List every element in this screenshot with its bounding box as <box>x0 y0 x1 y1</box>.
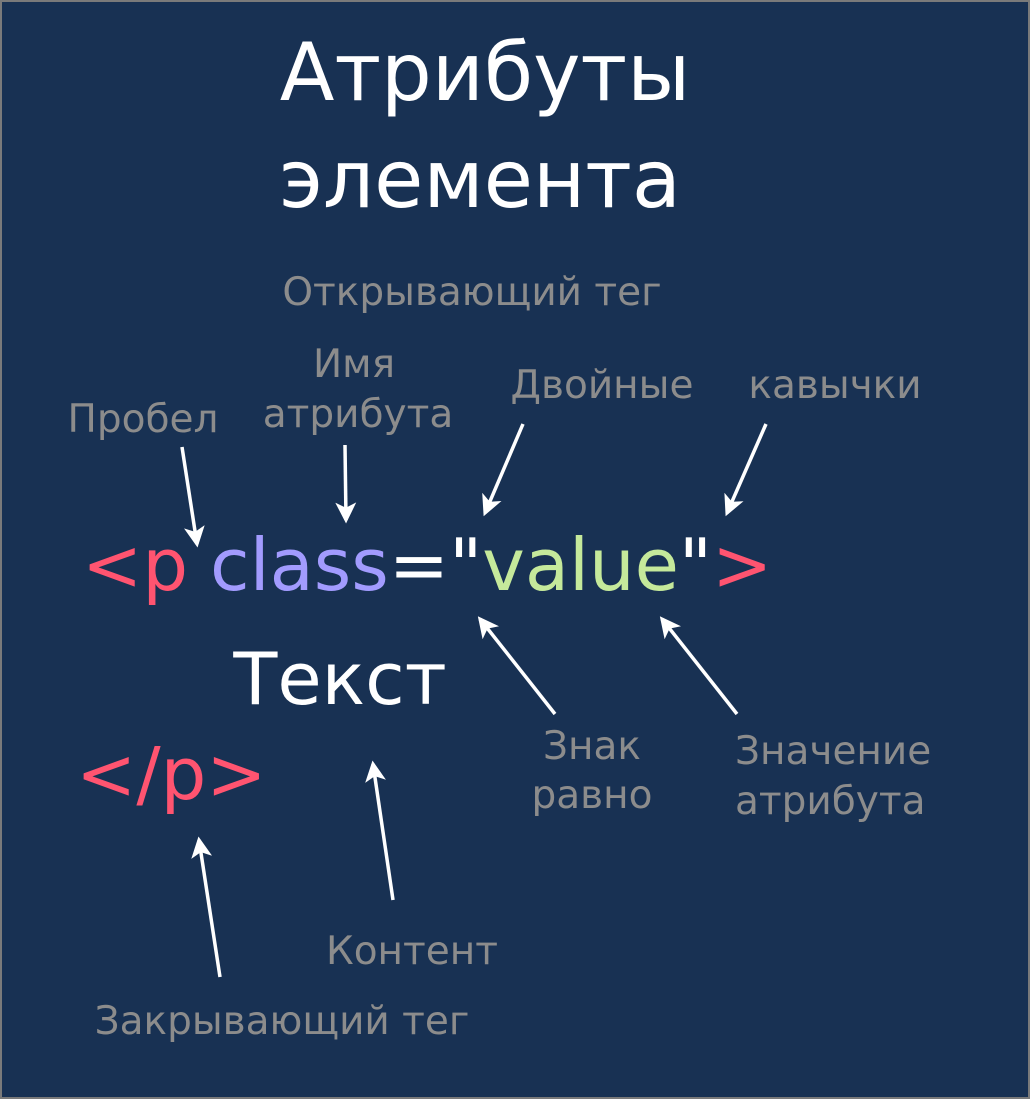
arrow-value <box>659 616 739 716</box>
code-attr-value: value <box>482 523 679 607</box>
code-closing-tag: </p> <box>76 732 267 816</box>
code-open-bracket: <p <box>82 523 188 607</box>
code-attr-name: class <box>210 523 389 607</box>
label-closing-tag: Закрывающий тег <box>95 999 470 1044</box>
title-line-1: Атрибуты <box>280 26 691 119</box>
label-double: Двойные <box>511 363 694 408</box>
label-attr-name-2: атрибута <box>263 392 453 437</box>
arrow-quote-close <box>724 423 768 517</box>
code-equals: = <box>389 523 449 607</box>
label-opening-tag: Открывающий тег <box>282 270 661 315</box>
arrow-space <box>180 446 205 548</box>
label-value-1: Значение <box>735 729 931 774</box>
code-close-bracket: > <box>712 523 772 607</box>
label-quotes: кавычки <box>748 363 921 408</box>
label-attr-name-1: Имя <box>313 342 395 387</box>
arrow-closing-tag <box>191 836 222 978</box>
label-content: Контент <box>326 929 498 974</box>
code-quote-open: " <box>449 523 482 607</box>
label-value-2: атрибута <box>735 779 925 824</box>
arrow-equals <box>477 616 557 716</box>
arrow-quote-open <box>482 423 525 517</box>
label-equals-2: равно <box>532 773 653 818</box>
label-equals-1: Знак <box>543 724 641 769</box>
code-opening-tag: <p class="value"> <box>82 523 772 607</box>
code-quote-close: " <box>679 523 712 607</box>
title-line-2: элемента <box>279 133 681 226</box>
arrow-content <box>365 760 395 901</box>
arrow-attr-name <box>335 444 357 524</box>
label-space: Пробел <box>68 397 219 442</box>
code-content: Текст <box>232 637 446 721</box>
